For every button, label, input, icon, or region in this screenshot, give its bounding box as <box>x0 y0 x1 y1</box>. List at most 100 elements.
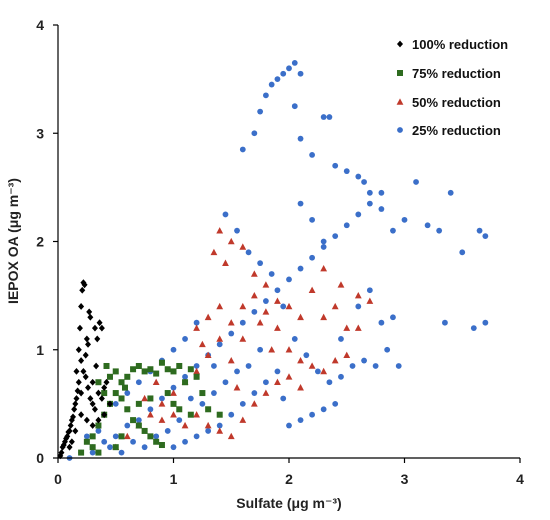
data-point <box>239 335 247 342</box>
data-point <box>227 356 235 364</box>
data-point <box>274 378 281 386</box>
data-point <box>101 438 108 445</box>
data-point <box>135 422 142 429</box>
data-point <box>170 389 177 396</box>
axis-ticks <box>53 24 521 463</box>
legend-marker <box>397 70 403 76</box>
data-point <box>297 384 304 391</box>
data-point <box>326 114 333 120</box>
data-point <box>106 400 113 408</box>
data-point <box>85 340 92 348</box>
data-point <box>147 411 154 418</box>
data-point <box>262 281 270 288</box>
data-point <box>95 379 102 386</box>
data-point <box>320 313 328 321</box>
data-point <box>112 390 119 397</box>
data-point <box>343 168 350 175</box>
data-point <box>338 336 344 342</box>
data-point <box>204 351 212 358</box>
data-point <box>81 281 88 289</box>
data-point <box>297 70 304 77</box>
data-point <box>291 103 298 110</box>
data-point <box>106 373 113 380</box>
data-point <box>251 308 258 315</box>
data-point <box>309 216 315 223</box>
data-point <box>331 302 339 310</box>
x-tick-label: 2 <box>285 471 293 487</box>
data-point <box>256 319 264 326</box>
data-point <box>285 302 293 310</box>
data-point <box>66 427 73 435</box>
data-point <box>280 395 287 402</box>
data-point <box>78 411 85 419</box>
data-point <box>424 222 431 229</box>
legend: 100% reduction 75% reduction 50% reducti… <box>396 37 508 138</box>
data-point <box>354 324 362 331</box>
data-point <box>87 313 94 321</box>
data-point <box>285 346 293 353</box>
data-point <box>75 378 82 386</box>
data-point <box>103 362 110 369</box>
data-point <box>205 406 212 413</box>
data-point <box>193 324 200 331</box>
data-point <box>198 340 206 348</box>
data-point <box>361 179 367 185</box>
data-point <box>112 400 119 407</box>
data-point <box>239 302 247 310</box>
data-point <box>78 303 85 310</box>
data-point <box>193 319 200 326</box>
x-tick-label: 1 <box>170 471 178 487</box>
data-point <box>76 324 83 332</box>
data-point <box>89 444 96 451</box>
data-point <box>83 438 90 445</box>
data-point <box>170 368 177 375</box>
data-point <box>130 438 136 445</box>
data-point <box>193 433 200 440</box>
data-point <box>91 405 98 413</box>
data-point <box>413 179 419 185</box>
data-point <box>216 341 223 348</box>
data-point <box>286 422 292 429</box>
data-point <box>239 416 247 423</box>
data-point <box>257 260 264 267</box>
legend-marker <box>396 98 404 105</box>
data-point <box>95 449 102 456</box>
data-point <box>286 65 292 72</box>
data-point <box>71 405 78 413</box>
data-point <box>158 442 165 449</box>
data-point <box>96 319 103 327</box>
legend-marker <box>397 127 403 133</box>
data-point <box>112 433 119 440</box>
data-point <box>112 444 119 451</box>
data-point <box>86 308 93 316</box>
data-point <box>83 433 90 440</box>
data-point <box>239 243 247 250</box>
data-point <box>222 379 229 386</box>
data-point <box>384 346 391 353</box>
data-point <box>216 227 224 234</box>
data-point <box>250 270 258 277</box>
data-point <box>291 59 298 66</box>
data-point <box>361 357 367 364</box>
data-point <box>366 287 373 294</box>
data-point <box>331 356 339 364</box>
data-point <box>343 324 351 331</box>
data-point <box>274 287 281 294</box>
data-point <box>75 346 82 354</box>
data-point <box>79 286 86 294</box>
data-point <box>89 378 96 386</box>
data-point <box>135 417 142 424</box>
data-point <box>118 433 125 440</box>
data-point <box>118 395 125 402</box>
data-point <box>314 368 321 375</box>
data-point <box>82 373 89 381</box>
data-point <box>124 373 131 380</box>
data-point <box>250 292 258 299</box>
data-point <box>85 384 92 392</box>
data-point <box>378 206 385 212</box>
data-point <box>251 130 258 137</box>
data-point <box>285 373 293 380</box>
legend-label: 50% reduction <box>412 95 501 110</box>
data-point <box>130 417 137 424</box>
data-point <box>124 390 131 396</box>
